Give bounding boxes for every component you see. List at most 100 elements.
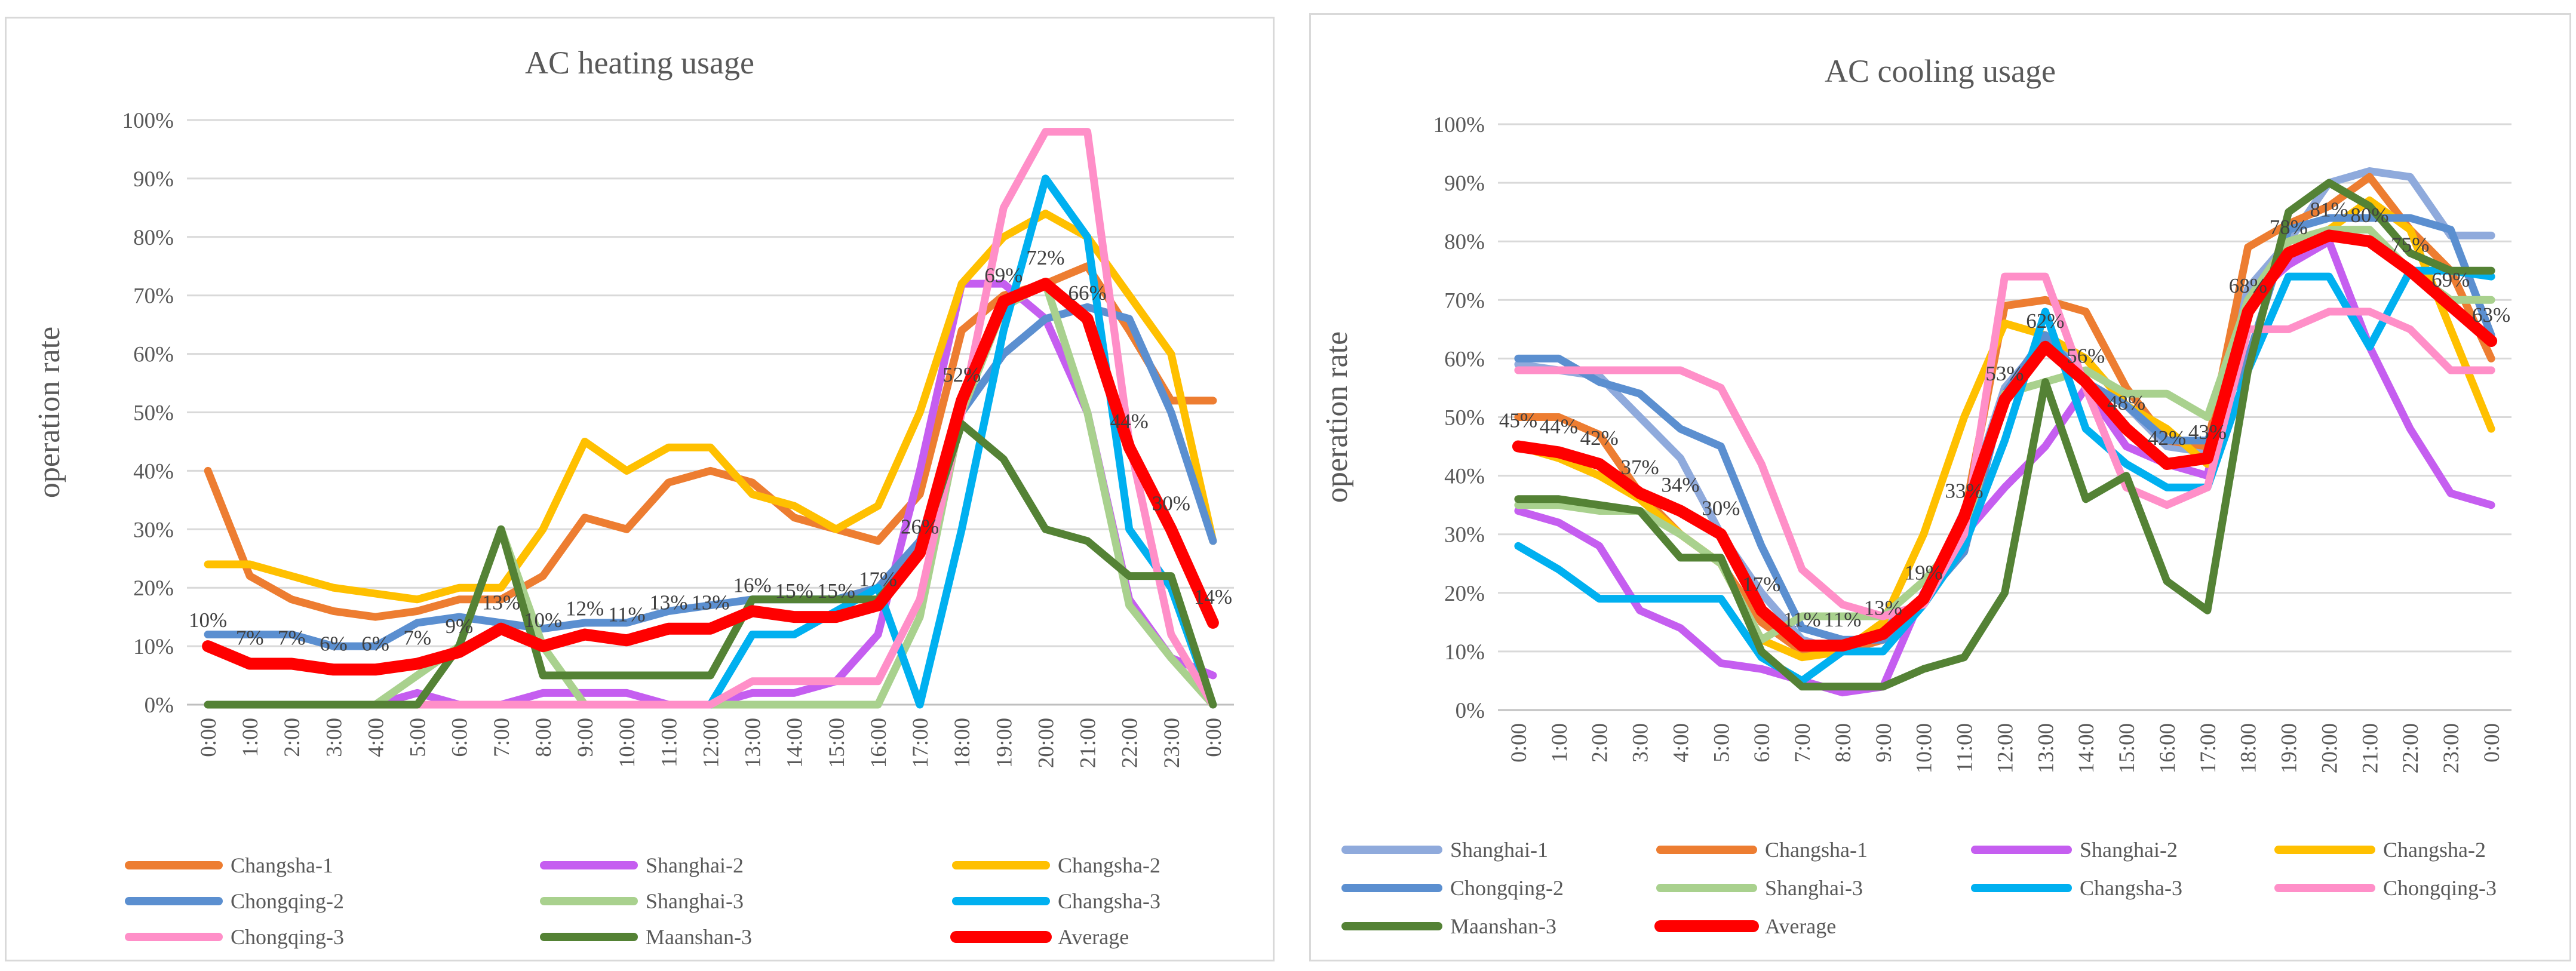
x-tick-label: 23:00 bbox=[1160, 718, 1184, 768]
data-label: 11% bbox=[1824, 608, 1862, 631]
data-label: 7% bbox=[403, 626, 431, 649]
data-label: 19% bbox=[1905, 561, 1943, 585]
data-label: 78% bbox=[2270, 216, 2308, 239]
legend-label: Average bbox=[1765, 914, 1836, 938]
data-label: 45% bbox=[1499, 409, 1537, 432]
data-label: 69% bbox=[984, 263, 1023, 287]
legend-item-shanghai-3: Shanghai-3 bbox=[540, 889, 744, 913]
chart-title: AC cooling usage bbox=[1825, 53, 2056, 89]
legend-label: Chongqing-2 bbox=[1450, 876, 1564, 900]
data-label: 6% bbox=[361, 632, 389, 655]
y-tick-label: 30% bbox=[133, 518, 174, 542]
y-tick-label: 70% bbox=[133, 284, 174, 309]
x-tick-label: 14:00 bbox=[2074, 723, 2099, 773]
data-label: 6% bbox=[320, 632, 348, 655]
x-tick-label: 19:00 bbox=[2277, 723, 2302, 773]
x-tick-label: 0:00 bbox=[2480, 723, 2504, 763]
data-label: 52% bbox=[942, 363, 981, 386]
legend-label: Changsha-1 bbox=[1765, 838, 1868, 862]
x-tick-label: 2:00 bbox=[280, 718, 305, 757]
data-label: 7% bbox=[236, 626, 264, 649]
legend-label: Shanghai-2 bbox=[646, 853, 744, 877]
y-tick-label: 60% bbox=[1444, 347, 1485, 371]
legend-item-chongqing-2: Chongqing-2 bbox=[1341, 876, 1564, 900]
data-label: 16% bbox=[733, 573, 772, 597]
x-tick-label: 11:00 bbox=[1953, 723, 1978, 773]
x-tick-label: 18:00 bbox=[950, 718, 975, 768]
y-tick-label: 50% bbox=[1444, 406, 1485, 431]
series-line-chongqing-3 bbox=[1514, 272, 2495, 620]
legend-item-chongqing-2: Chongqing-2 bbox=[125, 889, 344, 913]
y-tick-label: 40% bbox=[1444, 465, 1485, 489]
x-tick-label: 20:00 bbox=[2317, 723, 2342, 773]
data-label: 17% bbox=[1742, 573, 1780, 596]
data-label: 48% bbox=[2107, 391, 2145, 414]
legend-item-shanghai-2: Shanghai-2 bbox=[1971, 838, 2178, 862]
legend-item-changsha-2: Changsha-2 bbox=[952, 853, 1160, 877]
cooling-chart: AC cooling usage operation rate 0% 10% 20% 30… bbox=[1320, 53, 2511, 938]
data-label: 72% bbox=[1026, 246, 1064, 269]
x-tick-label: 15:00 bbox=[2115, 723, 2139, 773]
y-tick-label: 10% bbox=[133, 635, 174, 659]
x-tick-label: 21:00 bbox=[2358, 723, 2382, 773]
legend-label: Changsha-3 bbox=[2080, 876, 2182, 900]
y-tick-label: 20% bbox=[133, 576, 174, 601]
x-tick-label: 6:00 bbox=[448, 718, 472, 757]
x-tick-label: 18:00 bbox=[2237, 723, 2261, 773]
data-label: 62% bbox=[2026, 309, 2064, 333]
data-label: 10% bbox=[189, 609, 227, 632]
x-tick-label: 16:00 bbox=[2156, 723, 2180, 773]
heating-chart: AC heating usage operation rate 0% 10% 20% 30… bbox=[32, 45, 1234, 949]
data-label: 13% bbox=[649, 591, 687, 614]
legend-item-changsha-3: Changsha-3 bbox=[952, 889, 1160, 913]
data-label: 9% bbox=[445, 614, 473, 638]
x-tick-label: 5:00 bbox=[406, 718, 431, 757]
series-line-average bbox=[1512, 229, 2498, 652]
x-tick-label: 10:00 bbox=[1912, 723, 1937, 773]
x-tick-label: 12:00 bbox=[699, 718, 723, 768]
series-line-chongqing-3 bbox=[204, 128, 1217, 709]
data-label: 37% bbox=[1621, 456, 1659, 479]
legend-label: Shanghai-3 bbox=[646, 889, 744, 913]
legend-label: Chongqing-3 bbox=[2383, 876, 2497, 900]
series-line-maanshan-3 bbox=[1514, 179, 2495, 691]
legend-label: Changsha-3 bbox=[1058, 889, 1160, 913]
data-label: 80% bbox=[2350, 204, 2388, 227]
data-label: 44% bbox=[1540, 414, 1578, 438]
data-label: 69% bbox=[2431, 268, 2470, 291]
y-tick-label: 80% bbox=[1444, 230, 1485, 254]
legend-item-shanghai-2: Shanghai-2 bbox=[540, 853, 744, 877]
x-tick-label: 5:00 bbox=[1709, 723, 1734, 763]
x-tick-label: 16:00 bbox=[867, 718, 891, 768]
x-tick-label: 1:00 bbox=[1548, 723, 1572, 763]
cooling-chart-panel: AC cooling usage operation rate 0% 10% 20% 30… bbox=[1309, 13, 2571, 961]
legend-item-chongqing-3: Chongqing-3 bbox=[2274, 876, 2497, 900]
series-line-chongqing-2 bbox=[204, 303, 1217, 650]
data-label: 63% bbox=[2472, 303, 2510, 327]
legend-item-changsha-2: Changsha-2 bbox=[2274, 838, 2486, 862]
y-axis-label: operation rate bbox=[1320, 331, 1354, 503]
x-tick-label: 21:00 bbox=[1076, 718, 1101, 768]
x-tick-label: 22:00 bbox=[1118, 718, 1143, 768]
y-tick-label: 100% bbox=[122, 109, 174, 133]
data-label: 56% bbox=[2067, 345, 2105, 368]
y-tick-label: 30% bbox=[1444, 523, 1485, 548]
y-tick-label: 80% bbox=[133, 226, 174, 250]
x-tick-label: 2:00 bbox=[1588, 723, 1613, 763]
data-label: 81% bbox=[2310, 198, 2348, 221]
x-tick-label: 9:00 bbox=[573, 718, 598, 757]
legend-item-chongqing-3: Chongqing-3 bbox=[125, 925, 344, 949]
x-tick-label: 12:00 bbox=[1993, 723, 2018, 773]
x-tick-label: 4:00 bbox=[1669, 723, 1693, 763]
x-tick-label: 6:00 bbox=[1750, 723, 1774, 763]
data-label: 17% bbox=[859, 568, 897, 591]
data-label: 11% bbox=[608, 603, 646, 626]
y-tick-label: 0% bbox=[1456, 699, 1485, 723]
series-line-shanghai-3 bbox=[204, 279, 1217, 709]
legend-label: Changsha-1 bbox=[231, 853, 333, 877]
x-tick-label: 0:00 bbox=[1202, 718, 1226, 757]
legend-item-maanshan-3: Maanshan-3 bbox=[1341, 914, 1556, 938]
legend-item-shanghai-3: Shanghai-3 bbox=[1656, 876, 1863, 900]
x-tick-label: 14:00 bbox=[783, 718, 808, 768]
x-tick-label: 15:00 bbox=[825, 718, 849, 768]
